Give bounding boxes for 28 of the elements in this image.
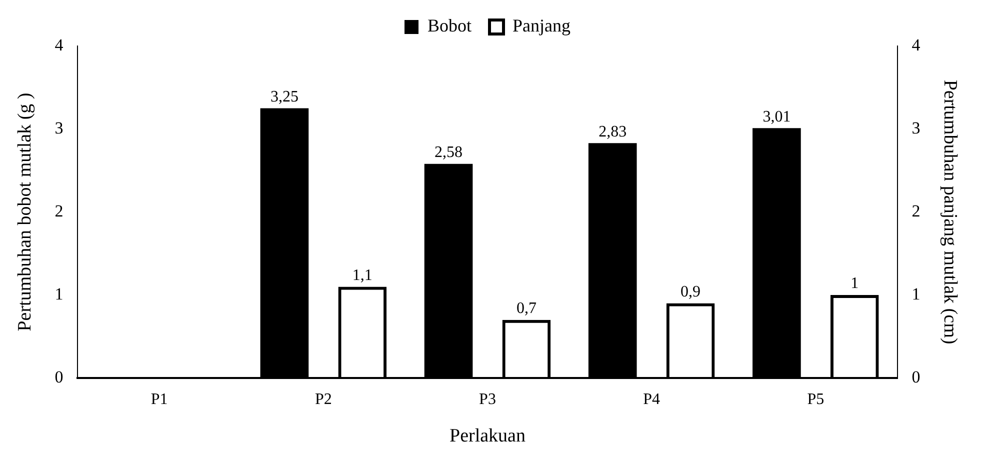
data-label: 2,58 bbox=[434, 144, 463, 162]
x-tick-label: P2 bbox=[314, 390, 332, 408]
y-tick-label: 1 bbox=[54, 284, 64, 304]
y-axis-title: Pertumbuhan bobot mutlak (g ) bbox=[14, 92, 36, 332]
y-tick-label: 0 bbox=[54, 367, 64, 386]
x-tick-label: P5 bbox=[807, 390, 824, 408]
data-label: 1,1 bbox=[352, 266, 372, 284]
y-tick-label: 4 bbox=[54, 35, 64, 54]
x-tick-label: P3 bbox=[479, 390, 496, 408]
y2-tick-label: 3 bbox=[912, 118, 920, 138]
data-label: 0,7 bbox=[516, 300, 536, 318]
y2-tick-label: 0 bbox=[912, 367, 920, 386]
y2-tick-label: 1 bbox=[912, 284, 920, 304]
x-tick-label: P1 bbox=[150, 390, 168, 408]
data-label: 3,25 bbox=[270, 88, 298, 106]
y-tick-label: 2 bbox=[54, 201, 64, 220]
y-tick-label: 3 bbox=[54, 118, 64, 138]
legend-label: Panjang bbox=[512, 16, 571, 36]
data-label: 2,83 bbox=[598, 123, 627, 140]
y2-tick-label: 2 bbox=[912, 201, 920, 220]
legend-label: Bobot bbox=[428, 16, 472, 36]
data-label: 3,01 bbox=[762, 108, 791, 126]
x-tick-label: P4 bbox=[643, 390, 660, 408]
y2-axis-title: Pertumbuhan panjang mutlak (cm) bbox=[940, 80, 961, 344]
data-label: 1 bbox=[850, 275, 859, 292]
data-label: 0,9 bbox=[680, 284, 701, 301]
x-axis-title: Perlakuan bbox=[450, 426, 526, 447]
y2-tick-label: 4 bbox=[912, 35, 921, 54]
